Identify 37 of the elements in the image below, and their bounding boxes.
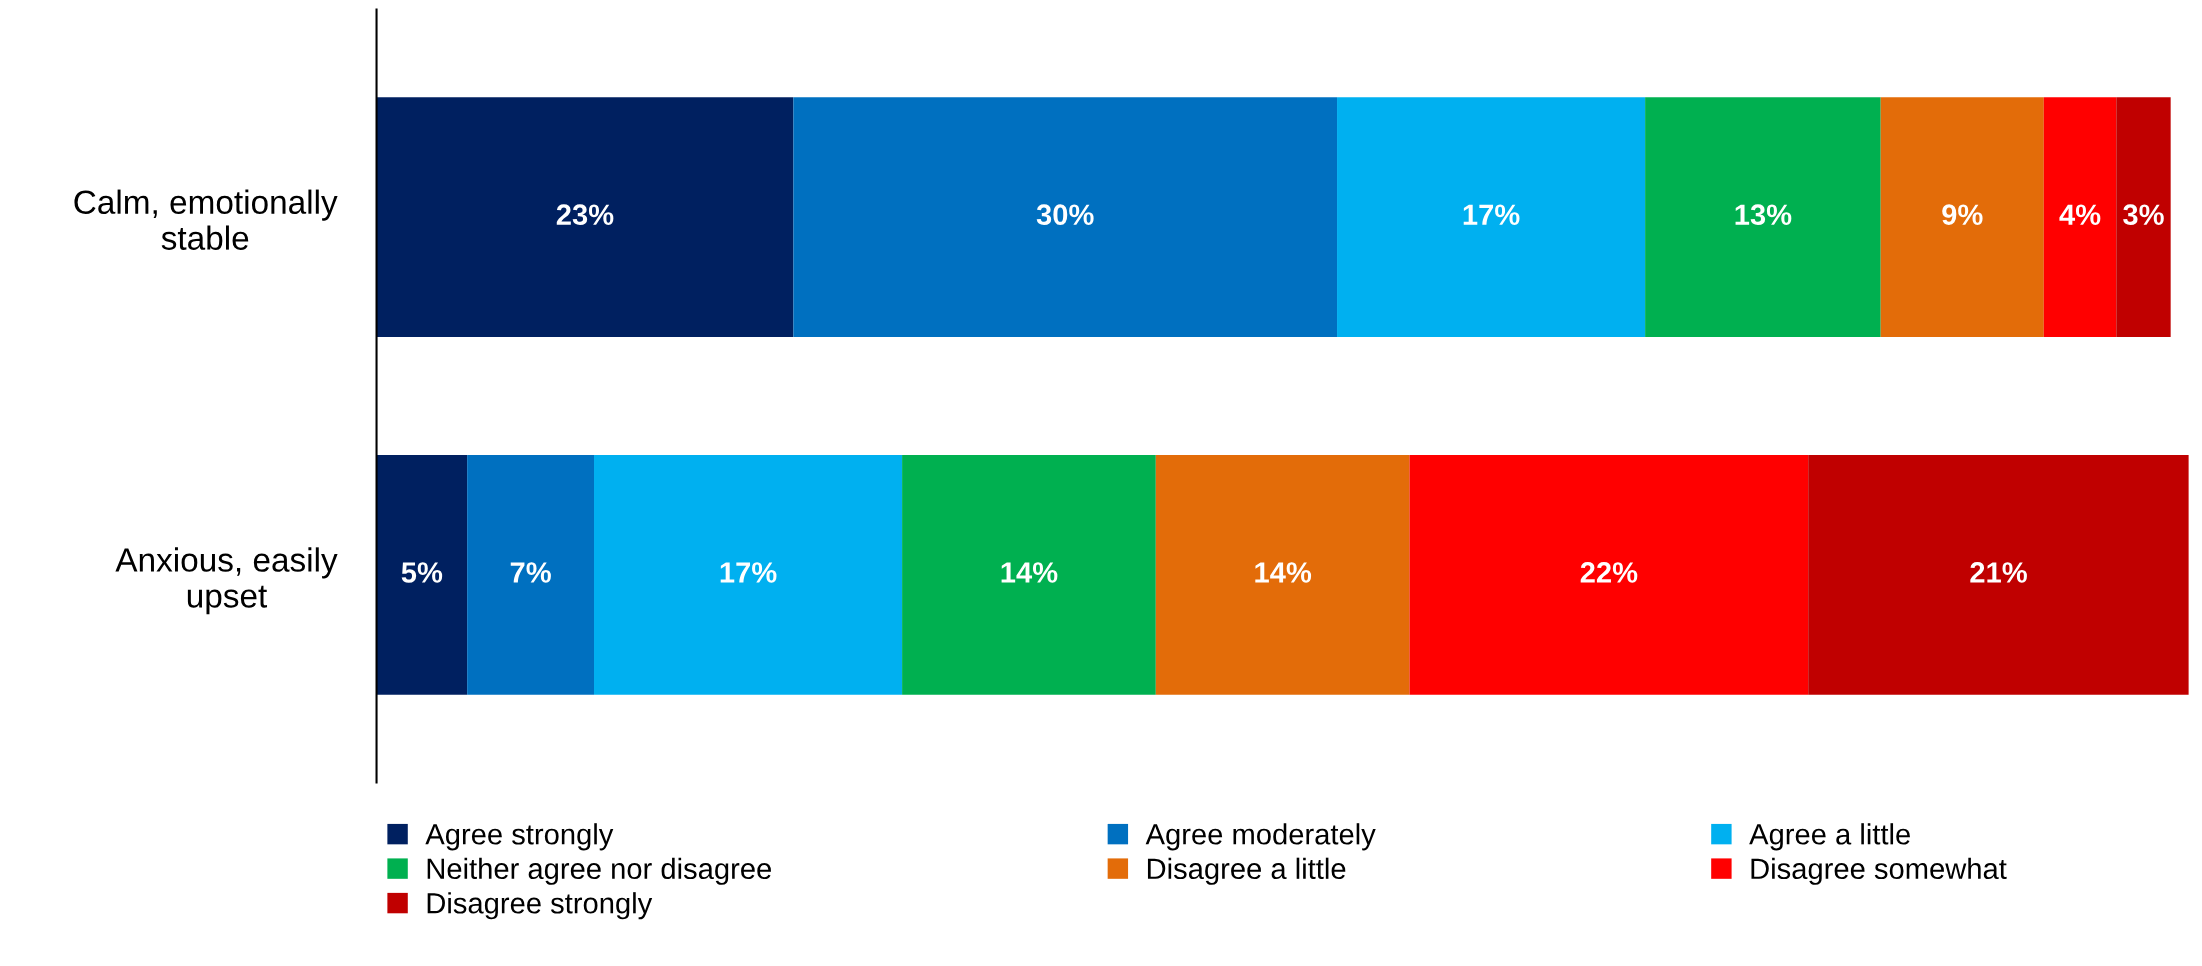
data-label: 17% <box>720 562 777 583</box>
data-label: 4% <box>2059 204 2101 225</box>
data-label: 14% <box>1255 562 1312 583</box>
bar <box>1409 455 1809 695</box>
data-label: 5% <box>401 562 443 583</box>
bar <box>1645 97 1881 338</box>
data-label: 17% <box>1463 204 1520 225</box>
bar <box>1155 455 1410 695</box>
bar <box>1808 455 2189 695</box>
bar <box>793 97 1338 338</box>
legend-label: Disagree a little <box>1147 857 1346 885</box>
bar <box>1880 97 2044 338</box>
data-label: 30% <box>1036 204 1094 226</box>
data-label: 7% <box>510 562 551 583</box>
legend-label: Agree a little <box>1749 823 1910 851</box>
data-label: 13% <box>1735 204 1792 226</box>
data-label: 22% <box>1580 562 1638 583</box>
data-label: 21% <box>1970 562 2027 583</box>
legend-label: Agree moderately <box>1145 823 1376 851</box>
bar <box>376 97 794 338</box>
data-label: 14% <box>1001 562 1058 583</box>
bar <box>1337 97 1646 338</box>
bar <box>594 455 903 695</box>
bar <box>467 455 595 695</box>
y-tick-label: Calm, emotionally stable <box>74 189 338 250</box>
bar <box>376 455 468 695</box>
bar <box>2116 97 2171 338</box>
data-label: 9% <box>1942 204 1983 225</box>
bar <box>2043 97 2117 338</box>
data-label: 3% <box>2123 204 2164 226</box>
legend-label: Disagree strongly <box>427 892 653 920</box>
data-label: 23% <box>556 204 614 226</box>
legend-label: Neither agree nor disagree <box>427 857 771 885</box>
legend-label: Disagree somewhat <box>1751 857 2007 885</box>
y-tick-label: Anxious, easily upset <box>115 547 338 615</box>
bar <box>902 455 1156 695</box>
legend-label: Agree strongly <box>425 823 614 851</box>
